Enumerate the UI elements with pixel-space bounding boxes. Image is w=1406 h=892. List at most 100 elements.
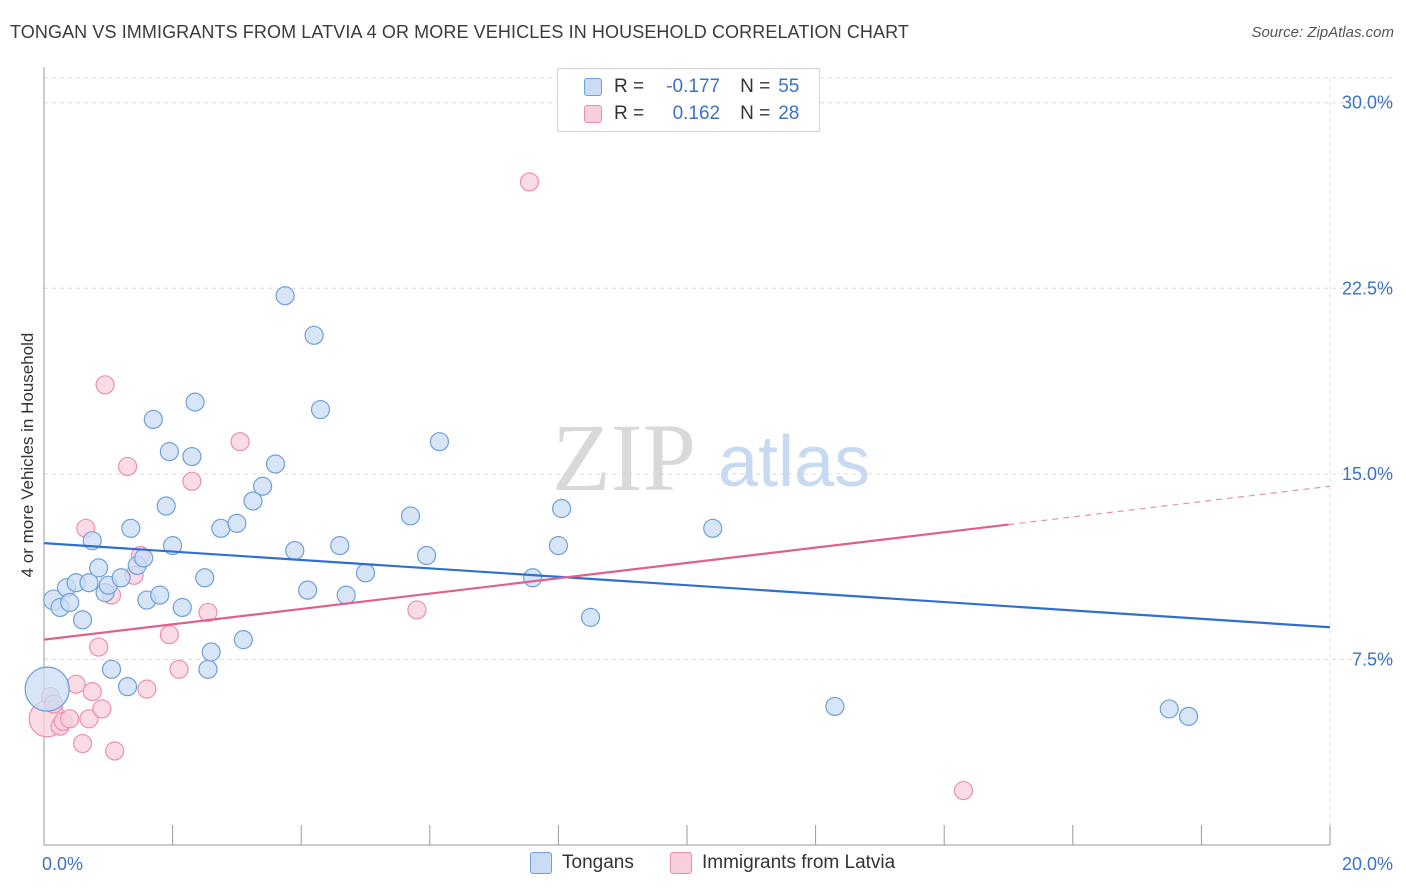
legend-r-label: R =: [614, 76, 645, 97]
stats-legend: R = -0.177 N = 55 R = 0.162 N = 28: [557, 68, 820, 132]
latvia-point: [137, 679, 157, 699]
latvia-point: [82, 681, 102, 702]
tongans-point: [101, 659, 122, 679]
tongans-point: [548, 536, 569, 556]
tongans-point: [134, 548, 154, 568]
latvia-point: [105, 741, 125, 761]
tongans-point: [195, 568, 215, 588]
legend-label-tongans: Tongans: [562, 852, 634, 873]
y-tick-label: 15.0%: [1342, 464, 1393, 484]
chart-title: TONGAN VS IMMIGRANTS FROM LATVIA 4 OR MO…: [10, 22, 909, 42]
tick-labels: 7.5% 15.0% 22.5% 30.0% 0.0% 20.0%: [42, 93, 1393, 874]
tongans-point: [298, 580, 318, 600]
tongans-point: [285, 540, 305, 561]
legend-n-value: 55: [778, 76, 800, 97]
legend-label-latvia: Immigrants from Latvia: [702, 852, 896, 873]
tongans-point: [580, 607, 601, 627]
tongans-point: [60, 592, 80, 613]
latvia-point: [66, 674, 86, 694]
latvia-point: [79, 709, 99, 729]
chart-source: Source: ZipAtlas.com: [1251, 24, 1394, 41]
latvia-point: [169, 659, 189, 679]
tongans-point: [227, 513, 247, 533]
tongans-point: [111, 568, 131, 588]
series-tongans-points: [24, 286, 1199, 726]
tongans-point: [265, 454, 286, 474]
tongans-point: [243, 491, 263, 511]
watermark-atlas: atlas: [718, 422, 870, 502]
latvia-point: [95, 375, 115, 395]
tongans-point: [143, 409, 163, 430]
latvia-point: [953, 780, 974, 801]
tongans-point: [159, 442, 179, 462]
trend-line-solid: [43, 523, 1009, 641]
tongans-point: [163, 536, 183, 556]
tongans-point: [117, 677, 138, 697]
legend-swatch-latvia: [670, 852, 692, 874]
legend-item-latvia[interactable]: Immigrants from Latvia: [670, 852, 895, 874]
latvia-point: [117, 456, 138, 477]
latvia-point: [72, 733, 93, 754]
latvia-point: [519, 172, 540, 192]
tongans-point: [400, 506, 421, 526]
trend-lines: [43, 485, 1331, 641]
tongans-point: [211, 518, 231, 538]
latvia-point: [60, 709, 80, 729]
latvia-point: [159, 625, 179, 645]
trend-line-solid: [43, 542, 1331, 629]
tongans-point: [416, 545, 437, 566]
legend-n-label: N =: [740, 103, 771, 124]
tongans-point: [198, 659, 218, 679]
y-tick-label: 7.5%: [1352, 649, 1393, 669]
tongans-point: [253, 476, 273, 496]
tongans-point: [172, 597, 192, 618]
tongans-point: [1178, 706, 1199, 726]
watermark-zip: ZIP: [552, 404, 696, 511]
tongans-point: [79, 573, 99, 593]
tongans-point: [336, 585, 356, 605]
x-tick-label: 0.0%: [42, 854, 83, 874]
tongans-point: [304, 325, 324, 345]
tongans-point: [703, 518, 723, 538]
tongans-point: [201, 642, 221, 662]
tongans-point: [24, 666, 70, 712]
legend-r-label: R =: [614, 103, 645, 124]
watermark: ZIP atlas: [552, 404, 870, 511]
legend-r-value: 0.162: [672, 103, 721, 124]
tongans-point: [89, 558, 109, 578]
legend-swatch-latvia: [584, 105, 602, 123]
trend-line-dashed: [1008, 485, 1331, 526]
y-tick-label: 22.5%: [1342, 278, 1393, 298]
tongans-point: [182, 446, 202, 467]
tongans-point: [233, 630, 253, 650]
tongans-point: [275, 286, 295, 306]
tongans-point: [355, 563, 376, 583]
tongans-point: [330, 536, 350, 556]
latvia-point: [230, 432, 250, 452]
y-tick-label: 30.0%: [1342, 93, 1393, 113]
tongans-point: [523, 568, 543, 588]
latvia-point: [407, 600, 427, 620]
tongans-point: [310, 399, 331, 420]
legend-n-label: N =: [740, 76, 771, 97]
legend-swatch-tongans: [530, 852, 552, 874]
tongans-point: [825, 696, 845, 717]
legend-row-tongans: R = -0.177 N = 55: [584, 74, 799, 100]
latvia-point: [89, 637, 109, 657]
latvia-point: [198, 602, 218, 623]
tongans-point: [552, 498, 572, 519]
tongans-point: [72, 610, 93, 630]
legend-row-latvia: R = 0.162 N = 28: [584, 101, 799, 127]
tongans-point: [1159, 699, 1179, 719]
legend-r-value: -0.177: [666, 76, 721, 97]
tongans-point: [121, 518, 141, 538]
legend-n-value: 28: [778, 103, 800, 124]
x-tick-label: 20.0%: [1342, 854, 1393, 874]
latvia-point: [92, 699, 112, 719]
tongans-point: [150, 585, 170, 605]
legend-swatch-tongans: [584, 78, 602, 96]
legend-item-tongans[interactable]: Tongans: [530, 852, 634, 874]
series-legend: Tongans Immigrants from Latvia: [0, 852, 1406, 876]
tongans-point: [156, 496, 176, 516]
